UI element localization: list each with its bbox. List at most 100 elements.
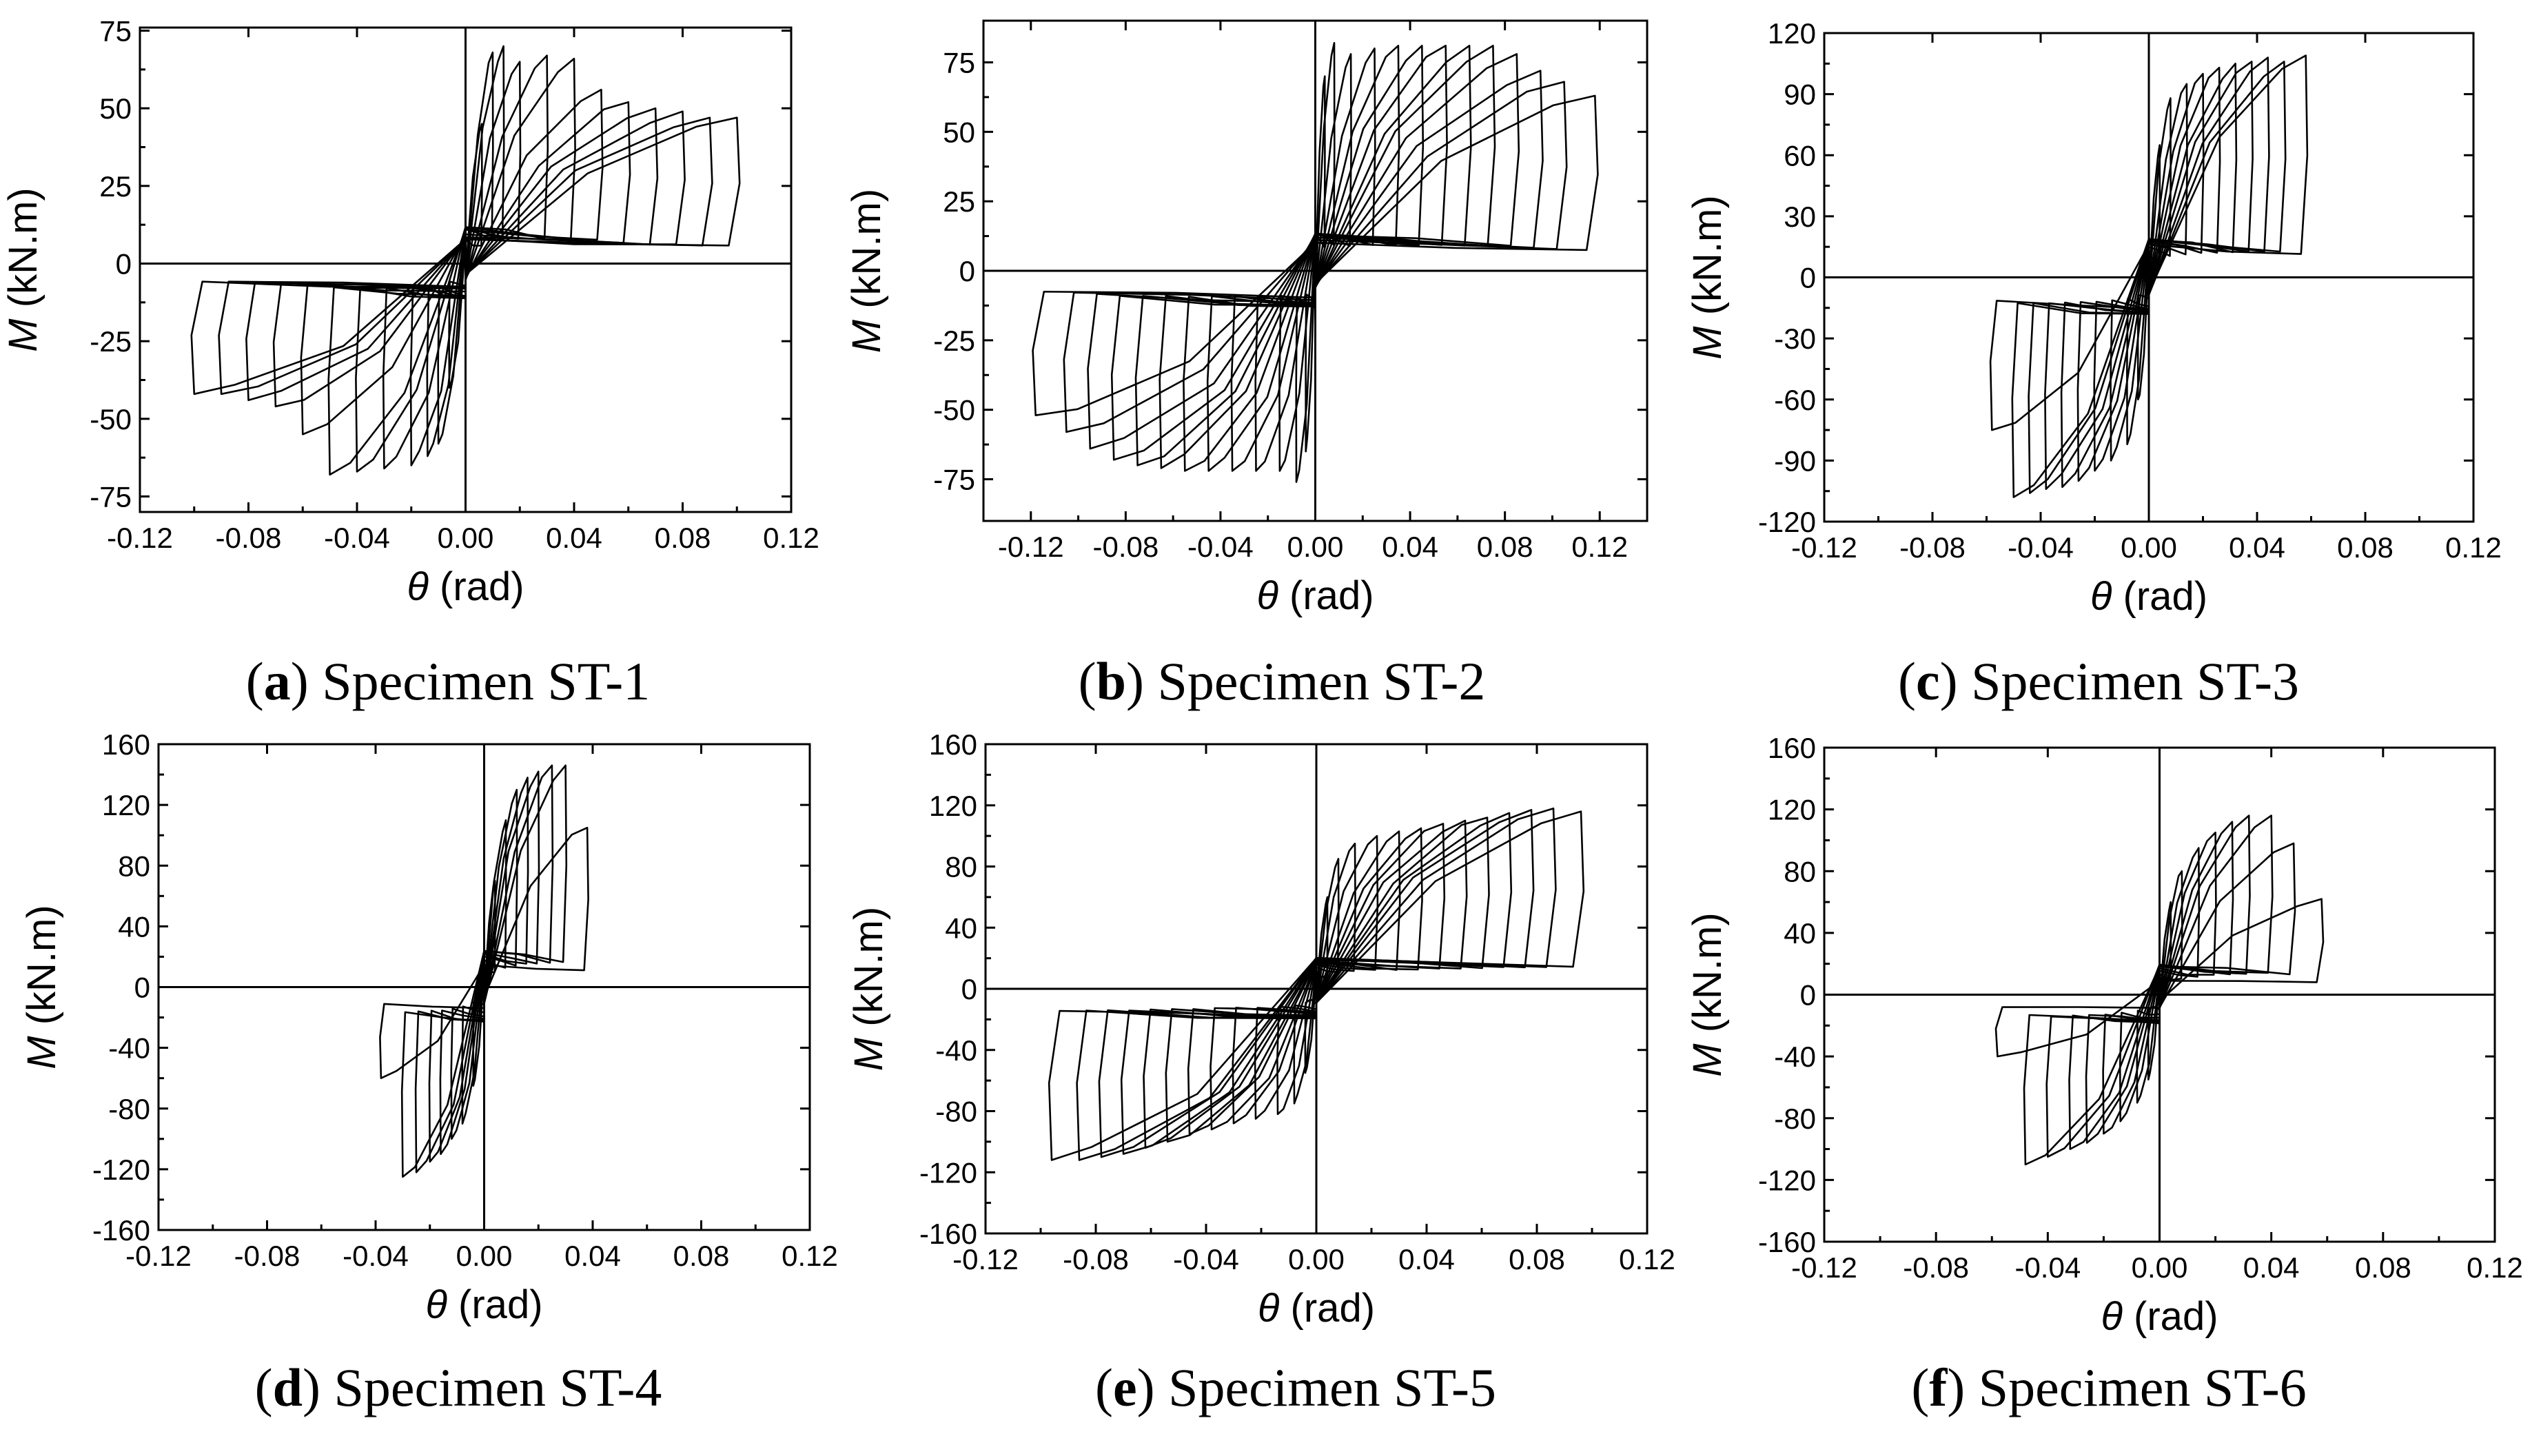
y-tick-label: -120: [919, 1156, 977, 1189]
y-tick-label: 160: [102, 728, 150, 761]
x-axis-symbol: θ: [1258, 1286, 1279, 1331]
y-axis-title: M (kN.m): [846, 907, 891, 1071]
y-axis-unit: (kN.m): [1685, 912, 1730, 1043]
chart-panel-c: -0.12 -0.08 -0.04 0.00 0.04 0.08 0.12 -120 -90 -6…: [1685, 17, 2502, 711]
y-tick-label: 120: [1768, 794, 1816, 826]
x-tick-label: 0.08: [673, 1240, 730, 1272]
x-axis-symbol: θ: [425, 1282, 447, 1327]
chart-panel-b: -0.12 -0.08 -0.04 0.00 0.04 0.08 0.12 -75 -50 -25…: [844, 19, 1649, 711]
x-tick-label: -0.08: [216, 522, 282, 554]
caption-f: (f) Specimen ST-6: [1911, 1357, 2306, 1417]
x-tick-label: -0.08: [234, 1240, 300, 1272]
caption-paren-open: (: [1911, 1357, 1929, 1417]
y-tick-label: -50: [90, 403, 132, 435]
x-tick-label: 0.12: [1571, 531, 1628, 563]
x-axis-title: θ (rad): [2101, 1294, 2218, 1339]
caption-paren-close: ): [303, 1357, 320, 1417]
y-tick-label: 80: [945, 851, 977, 883]
x-tick-label: -0.04: [2014, 1251, 2081, 1284]
caption-text: Specimen ST-3: [1958, 651, 2299, 711]
x-tick-label: 0.00: [438, 522, 494, 554]
caption-text: Specimen ST-2: [1144, 651, 1485, 711]
y-axis-unit: (kN.m): [846, 907, 891, 1038]
y-axis-title: M (kN.m): [1685, 195, 1730, 359]
y-tick-label: 80: [1784, 855, 1816, 888]
x-tick-label: -0.08: [1092, 531, 1159, 563]
y-tick-label: 30: [1784, 201, 1816, 233]
y-tick-label: -160: [919, 1218, 977, 1250]
x-tick-label: 0.04: [546, 522, 602, 554]
y-axis-symbol: M: [19, 1036, 64, 1069]
x-axis-symbol: θ: [2101, 1294, 2122, 1339]
x-tick-label: -0.04: [324, 522, 390, 554]
y-axis-unit: (kN.m): [1, 187, 45, 318]
x-axis-unit: (rad): [1278, 573, 1374, 618]
x-tick-label: 0.12: [2445, 531, 2502, 564]
caption-paren-open: (: [255, 1357, 273, 1417]
y-tick-label: 40: [945, 912, 977, 944]
x-tick-label: -0.04: [1173, 1243, 1239, 1275]
x-axis-title: θ (rad): [407, 564, 524, 609]
y-tick-label: 80: [118, 850, 150, 882]
caption-b: (b) Specimen ST-2: [1079, 651, 1486, 711]
y-tick-label: -50: [933, 394, 975, 427]
caption-paren-open: (: [246, 651, 264, 711]
y-tick-label: -160: [1758, 1226, 1816, 1258]
y-axis-title: M (kN.m): [1, 187, 45, 351]
y-tick-label: -80: [935, 1096, 977, 1128]
y-tick-label: 0: [134, 972, 150, 1004]
y-tick-label: -75: [933, 464, 975, 496]
x-tick-label: -0.04: [343, 1240, 409, 1272]
y-tick-label: 75: [943, 47, 975, 79]
x-tick-label: 0.04: [2243, 1251, 2300, 1284]
y-tick-label: -160: [92, 1214, 150, 1247]
caption-text: Specimen ST-6: [1965, 1357, 2306, 1417]
y-axis-symbol: M: [1, 318, 45, 352]
x-tick-label: -0.08: [1063, 1243, 1129, 1275]
chart-panel-e: -0.12 -0.08 -0.04 0.00 0.04 0.08 0.12 -160 -120 -…: [846, 728, 1675, 1417]
x-axis-title: θ (rad): [1256, 573, 1374, 618]
x-tick-label: -0.12: [952, 1243, 1019, 1275]
y-tick-label: -25: [90, 325, 132, 358]
x-tick-label: 0.04: [564, 1240, 621, 1272]
x-tick-label: 0.00: [456, 1240, 513, 1272]
caption-d: (d) Specimen ST-4: [255, 1357, 662, 1417]
y-tick-label: -90: [1774, 444, 1816, 477]
caption-paren-open: (: [1079, 651, 1096, 711]
y-tick-label: 60: [1784, 139, 1816, 172]
y-tick-label: -120: [1758, 506, 1816, 538]
y-tick-label: 50: [943, 116, 975, 148]
caption-text: Specimen ST-4: [320, 1357, 662, 1417]
x-tick-label: -0.04: [2008, 531, 2074, 564]
y-tick-label: 50: [99, 92, 132, 125]
y-tick-label: -60: [1774, 384, 1816, 416]
y-tick-label: 120: [102, 789, 150, 821]
y-tick-label: 120: [1768, 17, 1816, 50]
x-tick-label: -0.12: [1791, 531, 1857, 564]
x-tick-label: 0.00: [2132, 1251, 2188, 1284]
caption-paren-close: ): [1137, 1357, 1155, 1417]
y-tick-label: -80: [1774, 1103, 1816, 1135]
x-tick-label: 0.00: [1288, 1243, 1345, 1275]
y-axis-unit: (kN.m): [1685, 195, 1730, 326]
x-tick-label: -0.12: [1791, 1251, 1857, 1284]
y-tick-label: 0: [961, 973, 977, 1005]
y-tick-label: -120: [1758, 1164, 1816, 1196]
y-tick-label: -40: [1774, 1040, 1816, 1073]
caption-letter: e: [1113, 1357, 1137, 1417]
y-axis-unit: (kN.m): [19, 905, 64, 1036]
y-tick-label: -40: [935, 1034, 977, 1067]
x-tick-label: 0.12: [1619, 1243, 1675, 1275]
caption-e: (e) Specimen ST-5: [1095, 1357, 1496, 1417]
chart-panel-a: -0.12 -0.08 -0.04 0.00 0.04 0.08 0.12 -75 -50 -25…: [1, 15, 819, 711]
y-tick-label: 40: [118, 910, 150, 943]
caption-paren-open: (: [1095, 1357, 1113, 1417]
x-tick-label: 0.04: [1398, 1243, 1455, 1275]
x-tick-label: -0.08: [1899, 531, 1966, 564]
x-axis-title: θ (rad): [1258, 1286, 1375, 1331]
x-tick-label: -0.08: [1903, 1251, 1969, 1284]
caption-a: (a) Specimen ST-1: [246, 651, 650, 711]
y-tick-label: 0: [1800, 979, 1816, 1012]
x-tick-label: 0.00: [1287, 531, 1344, 563]
y-tick-label: 90: [1784, 79, 1816, 111]
